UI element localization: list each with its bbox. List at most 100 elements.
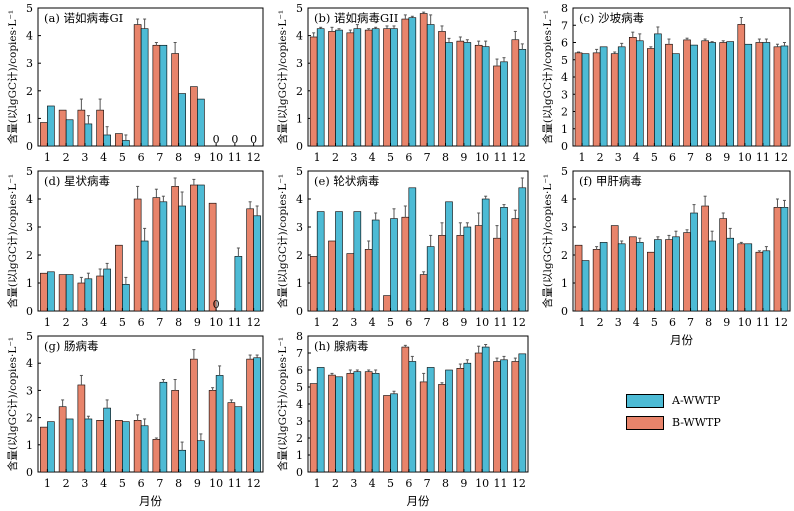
bar-b-wwtp	[309, 36, 318, 147]
y-tick-label: 5	[26, 330, 33, 343]
y-tick-label: 5	[26, 2, 33, 15]
x-tick-label: 7	[156, 151, 163, 164]
bar-b-wwtp	[511, 39, 520, 147]
x-tick-label: 7	[156, 316, 163, 329]
y-tick-label: 0	[561, 305, 568, 318]
bar-a-wwtp	[599, 242, 608, 312]
bar-a-wwtp	[426, 367, 435, 473]
bar-b-wwtp	[133, 198, 142, 312]
y-tick-label: 1	[296, 277, 303, 290]
plot-frame	[37, 7, 264, 147]
y-tick-label: 4	[296, 193, 303, 206]
bar-b-wwtp	[628, 37, 637, 147]
x-tick-label: 5	[119, 477, 126, 490]
zero-annotation: 0	[250, 133, 257, 146]
bar-a-wwtp	[371, 373, 380, 473]
y-tick-label: 2	[26, 249, 33, 262]
panel-title: (a) 诺如病毒GI	[44, 11, 123, 25]
bar-a-wwtp	[159, 201, 168, 312]
category-group-4	[628, 31, 644, 147]
bar-a-wwtp	[481, 46, 490, 147]
category-group-10	[208, 202, 217, 312]
category-group-7	[419, 234, 435, 312]
category-group-8	[701, 195, 716, 312]
category-group-3	[346, 369, 362, 473]
category-group-6	[665, 38, 680, 147]
bar-b-wwtp	[683, 39, 691, 147]
bar-a-wwtp	[353, 211, 362, 312]
category-group-8	[171, 379, 186, 473]
bar-b-wwtp	[401, 18, 410, 147]
category-group-1	[309, 211, 325, 312]
x-tick-label: 7	[424, 316, 431, 329]
y-tick-label: 1	[26, 439, 33, 452]
panel-title: (d) 星状病毒	[44, 174, 110, 188]
bar-a-wwtp	[672, 236, 680, 312]
bar-a-wwtp	[390, 218, 398, 312]
x-tick-label: 8	[442, 316, 449, 329]
bar-b-wwtp	[309, 256, 318, 312]
x-tick-label: 10	[738, 316, 752, 329]
category-group-8	[171, 42, 186, 147]
category-group-5	[647, 26, 662, 147]
bar-a-wwtp	[426, 246, 435, 312]
bar-a-wwtp	[390, 393, 398, 473]
category-group-6	[665, 230, 680, 312]
category-group-2	[592, 242, 608, 312]
x-tick-label: 10	[209, 316, 223, 329]
category-group-4	[96, 98, 111, 147]
category-group-1	[574, 51, 590, 147]
category-group-8	[701, 38, 716, 147]
category-group-11	[493, 204, 508, 312]
category-group-9	[719, 40, 735, 147]
x-tick-label: 8	[175, 151, 182, 164]
bar-b-wwtp	[383, 395, 391, 473]
category-group-7	[152, 379, 168, 473]
bar-b-wwtp	[647, 251, 655, 312]
x-tick-label: 7	[424, 477, 431, 490]
y-tick-label: 1	[296, 112, 303, 125]
plot-frame	[37, 170, 264, 312]
bar-a-wwtp	[617, 46, 626, 147]
category-group-2	[592, 46, 608, 147]
bar-b-wwtp	[208, 390, 217, 473]
bar-b-wwtp	[96, 109, 104, 147]
y-tick-label: 2	[296, 249, 303, 262]
bar-b-wwtp	[364, 249, 373, 312]
y-tick-label: 7	[561, 19, 568, 32]
category-group-4	[96, 399, 111, 473]
bar-b-wwtp	[493, 65, 501, 147]
bar-a-wwtp	[65, 274, 74, 312]
bar-a-wwtp	[335, 376, 343, 473]
x-tick-label: 6	[669, 151, 676, 164]
x-tick-label: 8	[175, 477, 182, 490]
bar-a-wwtp	[47, 271, 55, 312]
y-axis-label: 含量(以lgGC计)/copies·L⁻¹	[541, 10, 554, 144]
category-group-9	[190, 349, 205, 473]
category-group-12	[511, 30, 527, 147]
bar-a-wwtp	[316, 211, 325, 312]
legend: A-WWTP B-WWTP	[626, 393, 766, 435]
category-group-4	[628, 236, 644, 312]
x-tick-label: 5	[387, 316, 394, 329]
bar-a-wwtp	[159, 44, 168, 147]
y-tick-label: 2	[561, 249, 568, 262]
x-tick-label: 3	[81, 316, 88, 329]
bar-a-wwtp	[463, 362, 472, 473]
y-axis-label: 含量(以lgGC计)/copies·L⁻¹	[6, 174, 19, 308]
bar-b-wwtp	[683, 232, 691, 312]
bar-a-wwtp	[65, 119, 74, 147]
x-tick-label: 7	[687, 316, 694, 329]
bar-b-wwtp	[665, 239, 673, 312]
x-tick-label: 11	[228, 151, 242, 164]
category-group-10	[737, 16, 753, 147]
bar-a-wwtp	[316, 367, 325, 473]
x-tick-label: 3	[81, 151, 88, 164]
bar-a-wwtp	[744, 43, 753, 147]
bar-a-wwtp	[197, 440, 205, 473]
bar-a-wwtp	[726, 237, 735, 312]
bar-a-wwtp	[654, 239, 662, 312]
bar-b-wwtp	[647, 48, 655, 147]
plot-frame	[37, 335, 264, 473]
